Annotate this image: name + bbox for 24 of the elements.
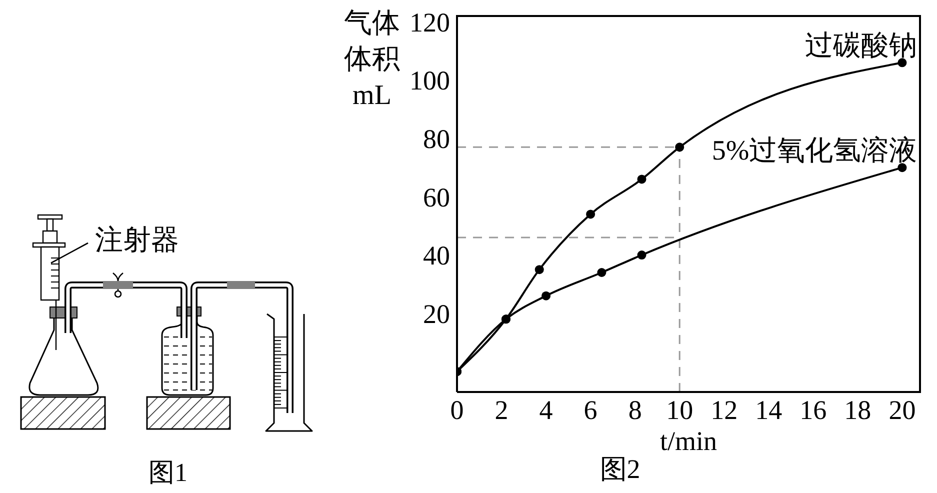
y-axis-title: 气体体积mL <box>343 7 401 113</box>
text: 注射器 <box>95 225 179 256</box>
text: 图2 <box>598 453 642 486</box>
y-tick-label: 120 <box>410 7 450 38</box>
x-axis-title: t/min <box>660 426 718 456</box>
series-label: 5%过氧化氢溶液 <box>712 136 918 167</box>
y-tick-label: 60 <box>423 182 450 212</box>
y-tick-label: 80 <box>423 124 450 154</box>
series-label: 过碳酸钠 <box>805 30 918 62</box>
y-tick-label: 100 <box>410 66 450 96</box>
y-tick-label: 40 <box>423 240 450 271</box>
caption: 图1 <box>148 458 188 487</box>
x-tick-label: 20 <box>888 395 916 426</box>
x-tick-label: 12 <box>710 395 738 426</box>
x-tick-label: 14 <box>755 395 783 426</box>
x-tick-label: 8 <box>628 395 642 426</box>
x-tick-label: 10 <box>666 395 694 426</box>
x-tick-label: 0 <box>450 395 464 426</box>
x-tick-label: 4 <box>539 395 554 426</box>
x-tick-label: 6 <box>584 395 598 426</box>
x-tick-label: 2 <box>494 395 508 426</box>
x-tick-label: 18 <box>844 395 872 426</box>
x-tick-label: 16 <box>800 395 827 426</box>
y-tick-label: 20 <box>423 298 450 329</box>
